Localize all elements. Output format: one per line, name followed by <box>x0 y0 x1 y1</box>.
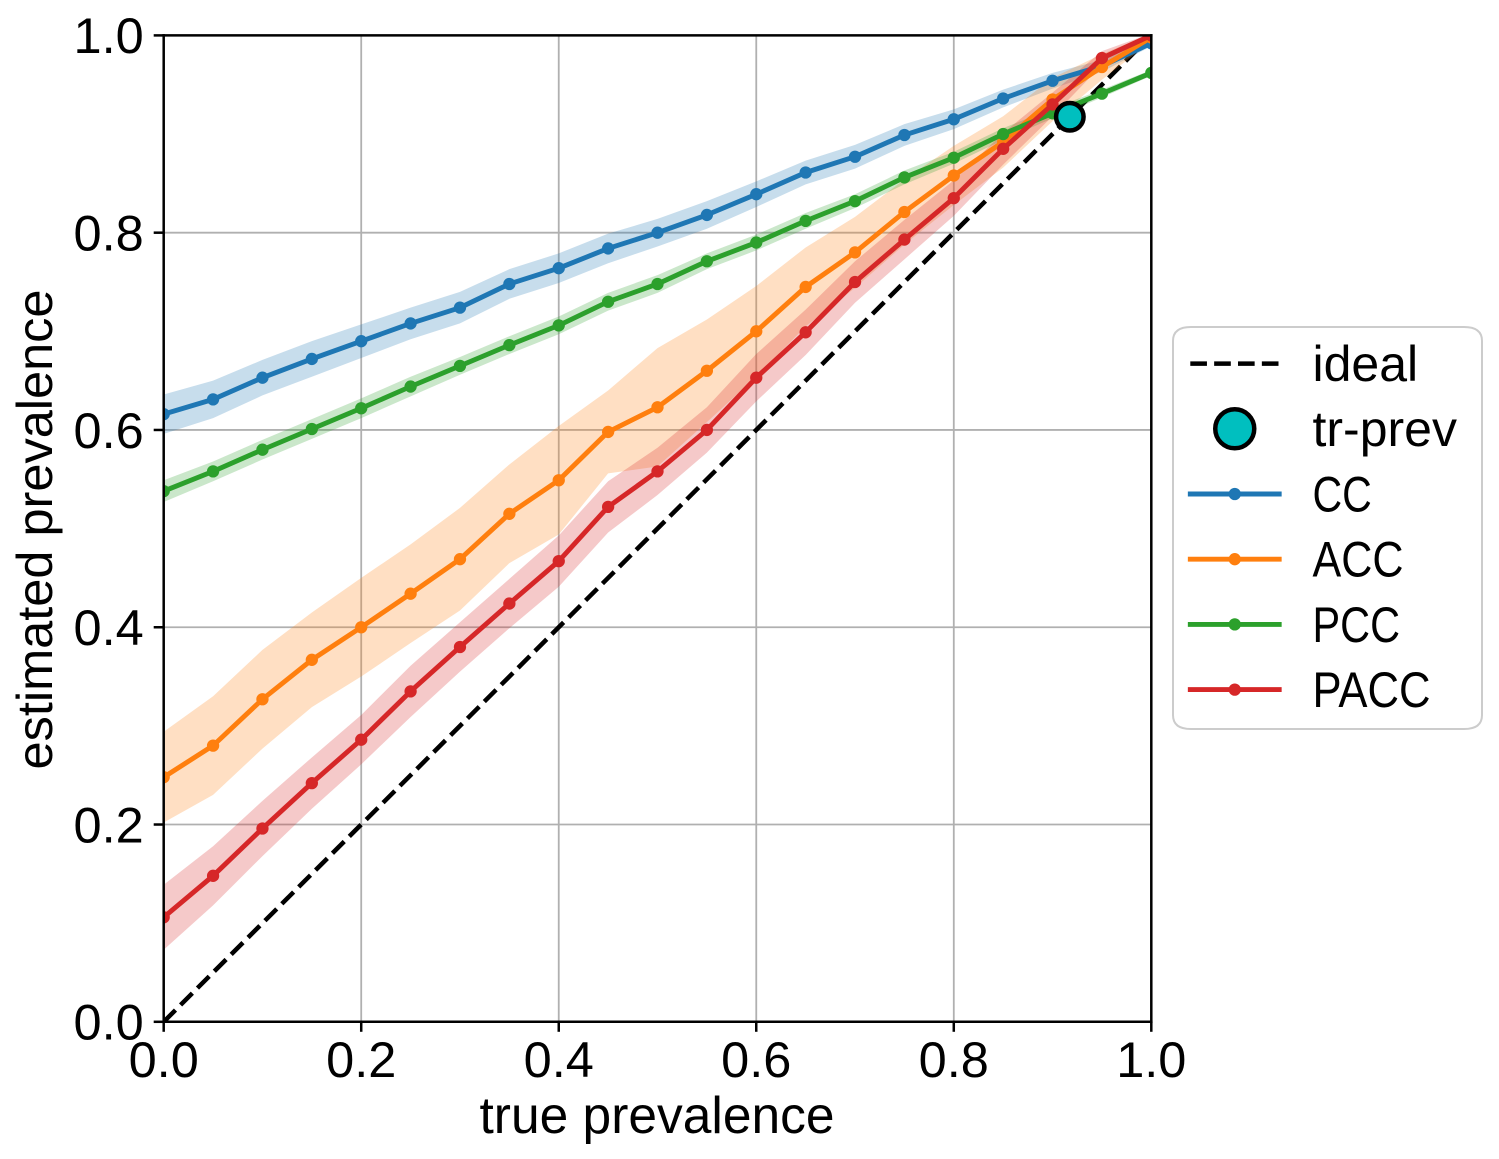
svg-text:0.2: 0.2 <box>326 1031 396 1088</box>
svg-text:tr-prev: tr-prev <box>1313 401 1457 457</box>
svg-text:0.0: 0.0 <box>73 994 143 1051</box>
svg-text:0.4: 0.4 <box>73 599 143 656</box>
svg-text:CC: CC <box>1313 466 1372 522</box>
svg-text:1.0: 1.0 <box>1116 1031 1186 1088</box>
svg-text:0.6: 0.6 <box>721 1031 791 1088</box>
svg-text:true prevalence: true prevalence <box>480 1086 835 1144</box>
svg-text:PACC: PACC <box>1313 662 1431 718</box>
svg-text:0.0: 0.0 <box>129 1031 199 1088</box>
svg-text:0.8: 0.8 <box>919 1031 989 1088</box>
svg-text:estimated prevalence: estimated prevalence <box>6 289 63 769</box>
svg-text:ideal: ideal <box>1313 336 1419 392</box>
svg-text:PCC: PCC <box>1313 597 1401 653</box>
svg-text:0.8: 0.8 <box>73 204 143 261</box>
svg-text:ACC: ACC <box>1313 532 1404 588</box>
svg-text:0.2: 0.2 <box>73 796 143 853</box>
svg-text:0.4: 0.4 <box>524 1031 594 1088</box>
svg-text:0.6: 0.6 <box>73 402 143 459</box>
svg-text:1.0: 1.0 <box>73 7 143 64</box>
